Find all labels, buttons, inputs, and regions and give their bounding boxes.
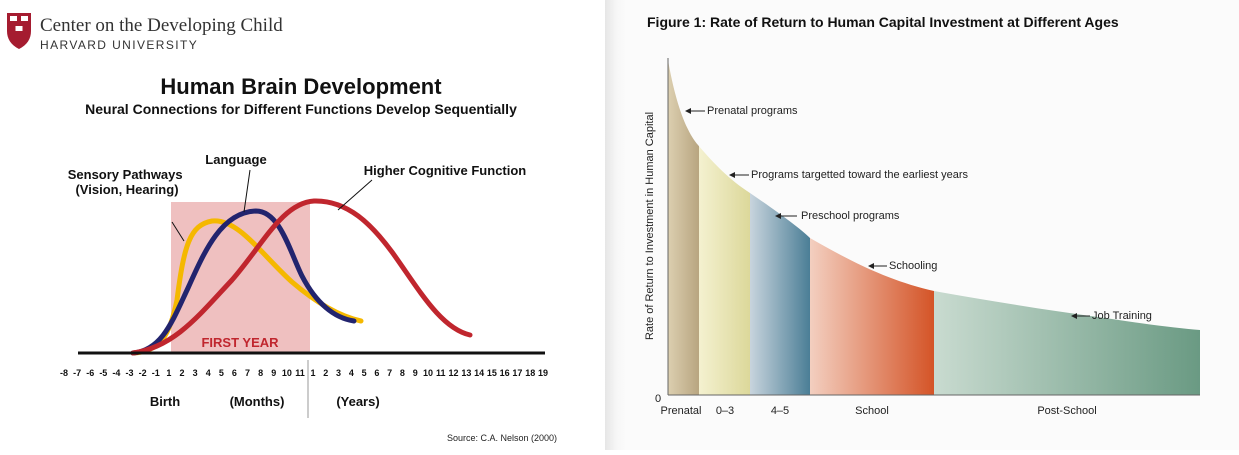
category-post-school: Post-School xyxy=(1037,405,1096,417)
birth-caption: Birth xyxy=(150,394,180,409)
year-tick-label: 16 xyxy=(500,368,510,378)
years-caption: (Years) xyxy=(336,394,379,409)
annotation-schooling-label: Schooling xyxy=(889,260,937,272)
y-zero-label: 0 xyxy=(655,393,661,405)
month-tick-label: -4 xyxy=(112,368,120,378)
year-tick-label: 13 xyxy=(461,368,471,378)
source-note: Source: C.A. Nelson (2000) xyxy=(447,433,557,443)
month-tick-label: 2 xyxy=(179,368,184,378)
year-tick-label: 10 xyxy=(423,368,433,378)
language-pointer xyxy=(243,169,251,213)
brain-development-panel: Center on the Developing Child HARVARD U… xyxy=(0,0,605,450)
chart-subtitle: Neural Connections for Different Functio… xyxy=(85,101,517,117)
category-school: School xyxy=(855,405,889,417)
month-tick-label: -1 xyxy=(152,368,160,378)
language-curve xyxy=(130,208,357,356)
category-prenatal: Prenatal xyxy=(661,405,702,417)
month-tick-label: 1 xyxy=(166,368,171,378)
year-tick-label: 2 xyxy=(323,368,328,378)
year-tick-label: 9 xyxy=(413,368,418,378)
year-tick-label: 4 xyxy=(349,368,354,378)
y-axis-label: Rate of Return to Investment in Human Ca… xyxy=(644,112,656,340)
chart-title: Human Brain Development xyxy=(160,74,442,99)
month-tick-label: 6 xyxy=(232,368,237,378)
month-tick-label: -5 xyxy=(99,368,107,378)
year-tick-label: 11 xyxy=(436,368,446,378)
month-tick-label: -8 xyxy=(60,368,68,378)
segment-prenatal xyxy=(668,60,699,395)
year-tick-label: 17 xyxy=(512,368,522,378)
month-tick-label: 10 xyxy=(282,368,292,378)
month-tick-label: 9 xyxy=(271,368,276,378)
sensory-label: Sensory Pathways (Vision, Hearing) xyxy=(68,167,187,197)
month-tick-label: 8 xyxy=(258,368,263,378)
year-tick-label: 12 xyxy=(449,368,459,378)
month-tick-label: -7 xyxy=(73,368,81,378)
year-tick-label: 14 xyxy=(474,368,484,378)
org-name: Center on the Developing Child xyxy=(40,15,283,36)
year-tick-label: 5 xyxy=(362,368,367,378)
year-tick-label: 6 xyxy=(374,368,379,378)
annotation-prenatal-label: Prenatal programs xyxy=(707,105,798,117)
category-0-3: 0–3 xyxy=(716,405,734,417)
annotation-schooling: Schooling xyxy=(868,260,937,272)
segment-4-5 xyxy=(750,60,810,395)
month-tick-label: 4 xyxy=(206,368,211,378)
month-tick-label: 3 xyxy=(193,368,198,378)
segment-post-school xyxy=(934,60,1200,395)
page-gutter xyxy=(605,0,625,450)
language-label: Language xyxy=(205,152,266,167)
annotation-preschool-label: Preschool programs xyxy=(801,210,900,222)
university-name: HARVARD UNIVERSITY xyxy=(40,38,198,52)
year-tick-label: 15 xyxy=(487,368,497,378)
rate-of-return-panel: Figure 1: Rate of Return to Human Capita… xyxy=(625,0,1239,450)
year-tick-label: 8 xyxy=(400,368,405,378)
month-tick-label: 7 xyxy=(245,368,250,378)
month-tick-label: 5 xyxy=(219,368,224,378)
higher-pointer xyxy=(337,179,373,211)
year-tick-label: 1 xyxy=(310,368,315,378)
return-area xyxy=(668,60,1200,395)
x-axis-tick-labels: -8 -7 -6 -5 -4 -3 -2 -1 1 2 3 4 5 6 7 8 9 10 11 1 2 3 4 5 6 7 8 9 10… xyxy=(60,368,548,378)
harvard-shield-icon xyxy=(7,13,31,49)
rate-of-return-svg: Figure 1: Rate of Return to Human Capita… xyxy=(644,14,1200,417)
year-tick-label: 19 xyxy=(538,368,548,378)
figure-title: Figure 1: Rate of Return to Human Capita… xyxy=(647,14,1119,30)
months-caption: (Months) xyxy=(230,394,285,409)
annotation-earliest-label: Programs targetted toward the earliest y… xyxy=(751,169,969,181)
year-tick-label: 7 xyxy=(387,368,392,378)
month-tick-label: -3 xyxy=(126,368,134,378)
month-tick-label: -2 xyxy=(139,368,147,378)
year-tick-label: 3 xyxy=(336,368,341,378)
month-tick-label: 11 xyxy=(295,368,305,378)
year-tick-label: 18 xyxy=(525,368,535,378)
sensory-pointer xyxy=(171,221,185,242)
month-tick-label: -6 xyxy=(86,368,94,378)
segment-school xyxy=(810,60,934,395)
annotation-earliest-years: Programs targetted toward the earliest y… xyxy=(729,169,969,181)
higher-cognitive-curve xyxy=(130,198,473,356)
segment-0-3 xyxy=(699,60,750,395)
annotation-job-training: Job Training xyxy=(1071,310,1152,322)
first-year-label: FIRST YEAR xyxy=(201,335,279,350)
annotation-job-training-label: Job Training xyxy=(1092,310,1152,322)
annotation-preschool: Preschool programs xyxy=(775,210,900,222)
category-4-5: 4–5 xyxy=(771,405,789,417)
brain-development-svg: Center on the Developing Child HARVARD U… xyxy=(7,13,557,443)
higher-cognitive-label: Higher Cognitive Function xyxy=(364,163,527,178)
annotation-prenatal: Prenatal programs xyxy=(685,105,798,117)
